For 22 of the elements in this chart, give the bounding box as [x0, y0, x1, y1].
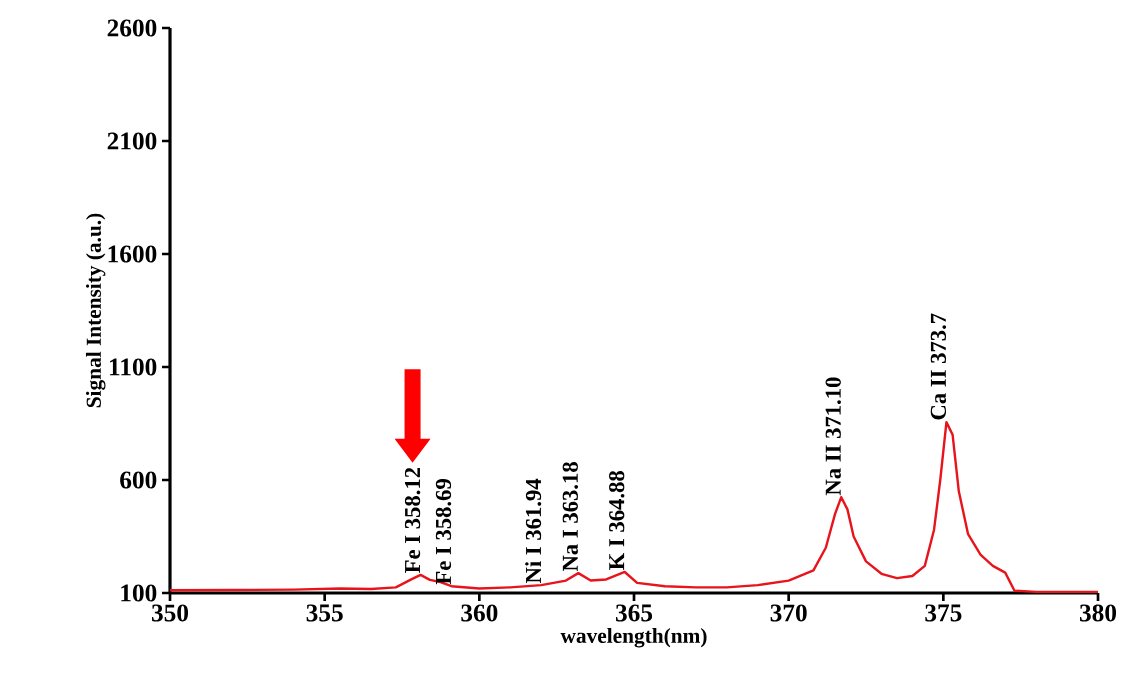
x-tick-label: 375 — [925, 604, 962, 622]
x-tick-label: 370 — [770, 604, 807, 622]
annotation: Na I 363.18 — [562, 462, 579, 572]
y-axis-title: Signal Intensity (a.u.) — [85, 213, 106, 408]
x-tick-label: 360 — [461, 604, 498, 622]
x-tick-label: 365 — [615, 604, 653, 622]
annotation: Fe I 358.12 — [404, 467, 421, 573]
x-axis-title: wavelength(nm) — [560, 627, 707, 648]
x-tick-label: 355 — [306, 604, 343, 622]
y-tick-label: 100 — [121, 584, 157, 602]
x-tick-label: 350 — [151, 604, 189, 622]
annotation: K I 364.88 — [609, 471, 625, 570]
x-tick-label: 380 — [1079, 604, 1117, 622]
annotation: Ni I 361.94 — [525, 478, 542, 584]
y-tick-label: 2600 — [107, 19, 157, 37]
annotation: Na II 371.10 — [825, 377, 841, 496]
y-tick-label: 2100 — [107, 132, 157, 150]
y-tick-label: 1600 — [108, 245, 157, 263]
y-tick-label: 1100 — [110, 358, 157, 376]
annotation: Ca II 373.7 — [930, 313, 947, 420]
y-tick-label: 600 — [120, 471, 157, 489]
annotation: Fe I 358.69 — [435, 479, 452, 585]
